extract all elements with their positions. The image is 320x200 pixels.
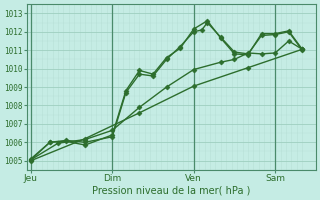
X-axis label: Pression niveau de la mer( hPa ): Pression niveau de la mer( hPa ) bbox=[92, 186, 251, 196]
